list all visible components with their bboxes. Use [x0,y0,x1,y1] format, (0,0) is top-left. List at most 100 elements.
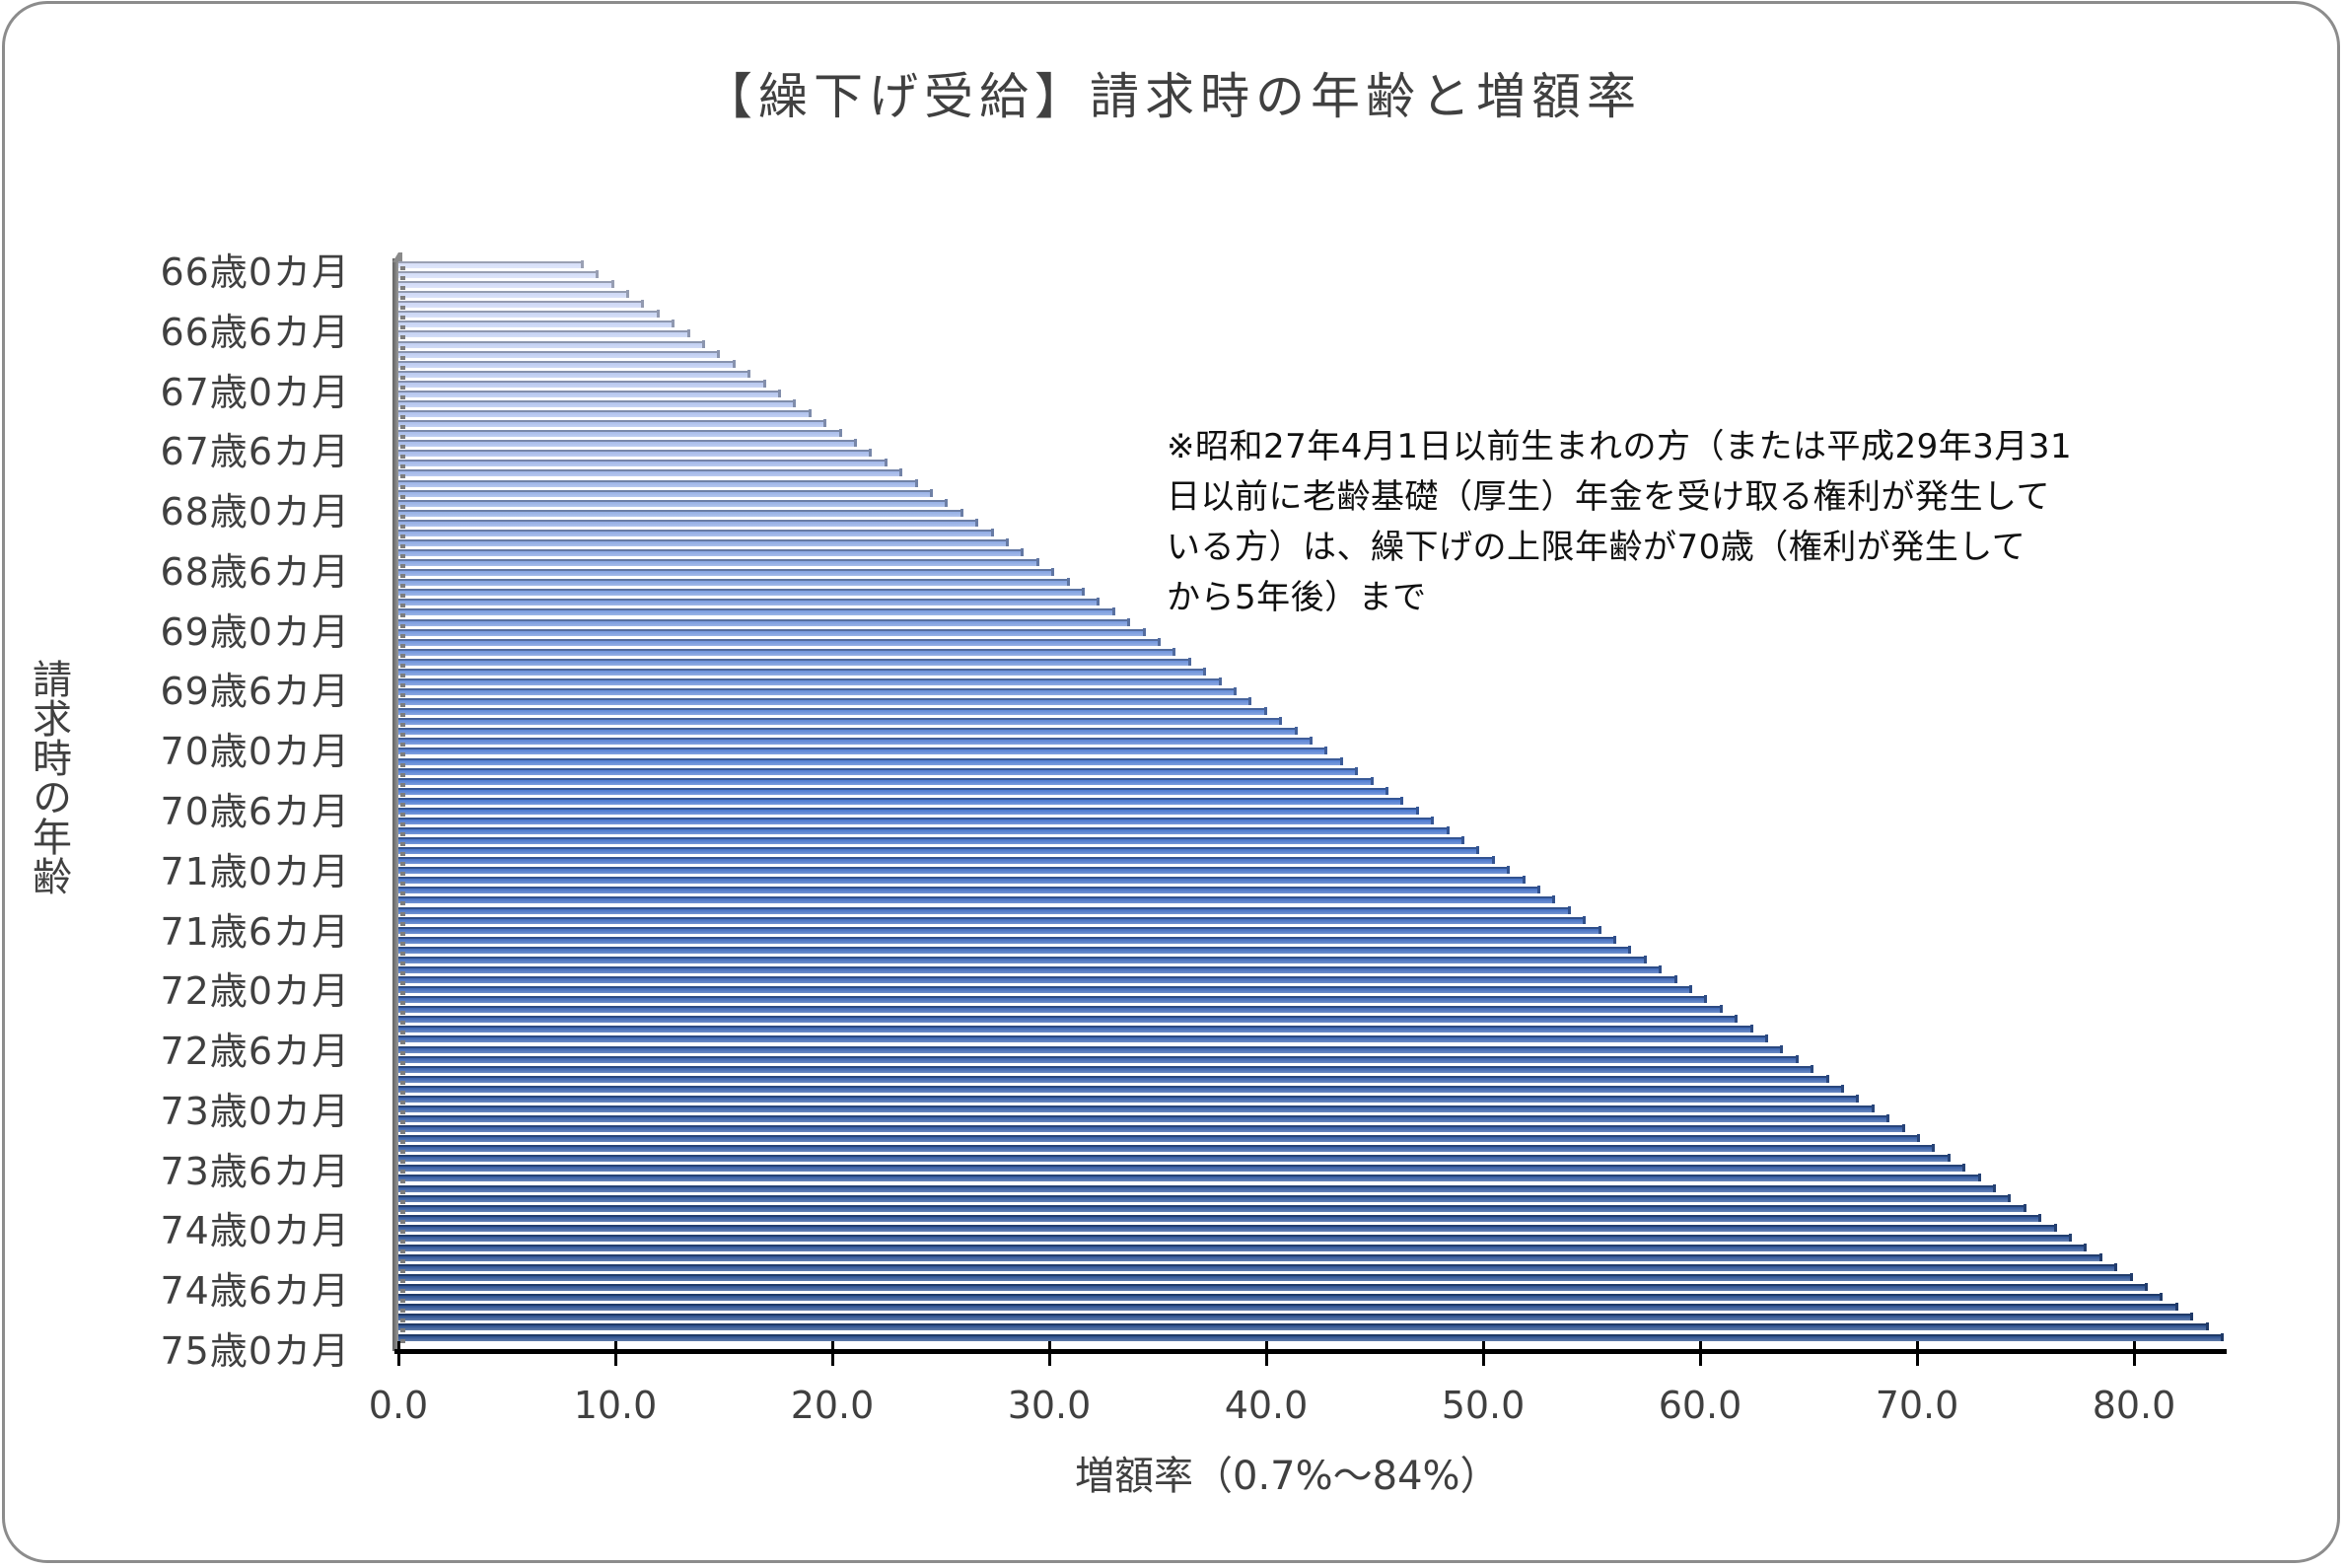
bar [398,1233,2072,1244]
bar-end-cap [1158,637,1161,646]
bar-end-cap [823,419,827,428]
bar-base-stub [400,782,405,787]
bar-base-stub [400,1269,405,1274]
bar [398,369,751,380]
x-tick-mark [1048,1341,1051,1366]
y-tick-label: 74歳0カ月 [160,1209,350,1253]
bar-end-cap [1598,925,1601,934]
bar-end-cap [1704,995,1708,1004]
x-tick-mark [1482,1341,1485,1366]
bar-base-stub [400,1060,405,1065]
bar [398,270,600,281]
bar [398,687,1237,697]
bar-end-cap [1491,856,1495,865]
bar [398,1134,1920,1145]
bar-end-cap [1673,975,1677,984]
bar-base-stub [400,534,405,538]
bar-end-cap [884,459,888,467]
bar-end-cap [1006,537,1009,546]
bar-end-cap [1218,677,1222,685]
bar [398,1074,1829,1085]
bar-base-stub [400,345,405,350]
y-tick-label: 67歳6カ月 [160,430,350,474]
bar-base-stub [400,1209,405,1214]
bar-base-stub [400,713,405,718]
bar [398,1025,1753,1035]
bar-base-stub [400,524,405,529]
bar-end-cap [2114,1263,2118,1272]
bar-base-stub [400,1070,405,1075]
bar-end-cap [1795,1054,1799,1063]
y-tick-label: 66歳0カ月 [160,250,350,294]
bar-end-cap [2129,1273,2133,1282]
y-tick-label: 66歳6カ月 [160,310,350,354]
bar [398,1015,1739,1026]
bar [398,568,1055,579]
bar-base-stub [400,901,405,906]
bar-base-stub [400,1259,405,1263]
x-axis-title: 増額率（0.7%～84%） [1075,1454,1500,1499]
bar [398,985,1692,996]
bar-end-cap [656,310,660,319]
bar-base-stub [400,941,405,946]
bar [398,1094,1860,1105]
bar-base-stub [400,1050,405,1055]
bar [398,518,979,529]
bar-base-stub [400,752,405,757]
bar-end-cap [1386,786,1388,795]
bar [398,548,1025,559]
bar-end-cap [2023,1203,2026,1212]
bar-end-cap [1841,1084,1844,1093]
bar-end-cap [1142,627,1146,636]
bar [398,498,949,509]
bar-end-cap [717,349,721,358]
bar-end-cap [2053,1223,2057,1232]
bar-base-stub [400,1130,405,1135]
bar-end-cap [2174,1303,2178,1312]
bar [398,637,1161,648]
bar-base-stub [400,682,405,687]
bar-end-cap [1856,1094,1860,1103]
bar-base-stub [400,931,405,936]
bar-end-cap [930,488,933,497]
bar-base-stub [400,1309,405,1314]
bar-end-cap [672,320,675,328]
bar-base-stub [400,1011,405,1016]
bar [398,866,1511,877]
bar-end-cap [1659,964,1663,973]
bar [398,1223,2057,1234]
bar-base-stub [400,564,405,569]
bar [398,478,918,489]
bar-base-stub [400,911,405,916]
bar [398,389,781,399]
bar [398,627,1146,638]
bar [398,786,1388,797]
bar [398,886,1540,896]
bar-end-cap [1066,578,1070,587]
bar-base-stub [400,961,405,965]
bar [398,727,1298,738]
bar [398,806,1419,817]
bar [398,766,1359,777]
bar-base-stub [400,951,405,956]
bar-base-stub [400,1021,405,1026]
bar [398,895,1556,906]
bar-base-stub [400,1289,405,1294]
bar-base-stub [400,1160,405,1165]
bar [398,1104,1875,1114]
bar [398,925,1601,936]
bar-end-cap [1977,1174,1981,1182]
bar [398,647,1176,658]
bar-end-cap [1613,935,1616,944]
bar [398,796,1404,807]
bar-base-stub [400,663,405,668]
bar-end-cap [610,280,614,289]
bar [398,1034,1768,1045]
bar [398,1203,2026,1214]
bar [398,1313,2194,1323]
bar-base-stub [400,1080,405,1085]
bar-end-cap [1082,588,1085,597]
bar-end-cap [1370,776,1374,785]
bar-end-cap [1035,558,1039,567]
bar-end-cap [1111,607,1115,616]
